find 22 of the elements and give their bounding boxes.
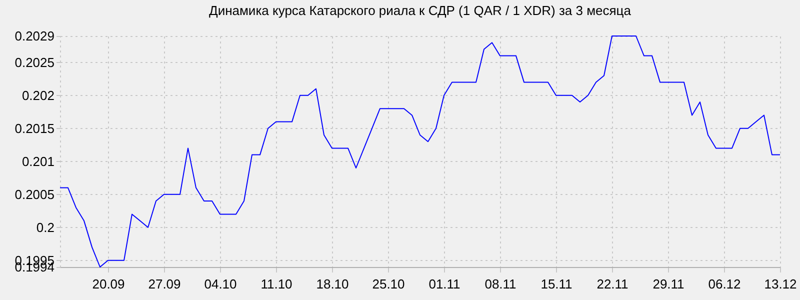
y-tick-label: 0.2005 xyxy=(14,186,54,202)
x-tick-label: 22.11 xyxy=(596,276,628,292)
y-tick-label: 0.202 xyxy=(22,88,54,103)
y-tick-label: 0.2025 xyxy=(14,54,54,70)
x-tick-label: 08.11 xyxy=(484,276,516,292)
x-tick-label: 29.11 xyxy=(652,276,684,292)
x-tick-label: 27.09 xyxy=(148,276,181,292)
x-tick-label: 15.11 xyxy=(540,276,572,292)
x-tick-label: 25.10 xyxy=(372,276,405,292)
y-tick-label: 0.2029 xyxy=(14,28,54,44)
x-tick-label: 06.12 xyxy=(708,276,741,292)
x-tick-label: 01.11 xyxy=(428,276,460,292)
x-tick-label: 11.10 xyxy=(260,276,292,292)
x-tick-label: 18.10 xyxy=(316,276,349,292)
y-tick-label: 0.2015 xyxy=(14,120,54,136)
x-tick-label: 04.10 xyxy=(204,276,237,292)
chart-title: Динамика курса Катарского риала к СДР (1 QAR / 1 XDR) за 3 месяца xyxy=(209,3,632,18)
y-tick-label: 0.2 xyxy=(36,220,54,235)
x-tick-label: 20.09 xyxy=(92,276,125,292)
line-series xyxy=(60,36,780,268)
x-tick-label: 13.12 xyxy=(764,276,797,292)
y-tick-label: 0.201 xyxy=(22,154,54,169)
